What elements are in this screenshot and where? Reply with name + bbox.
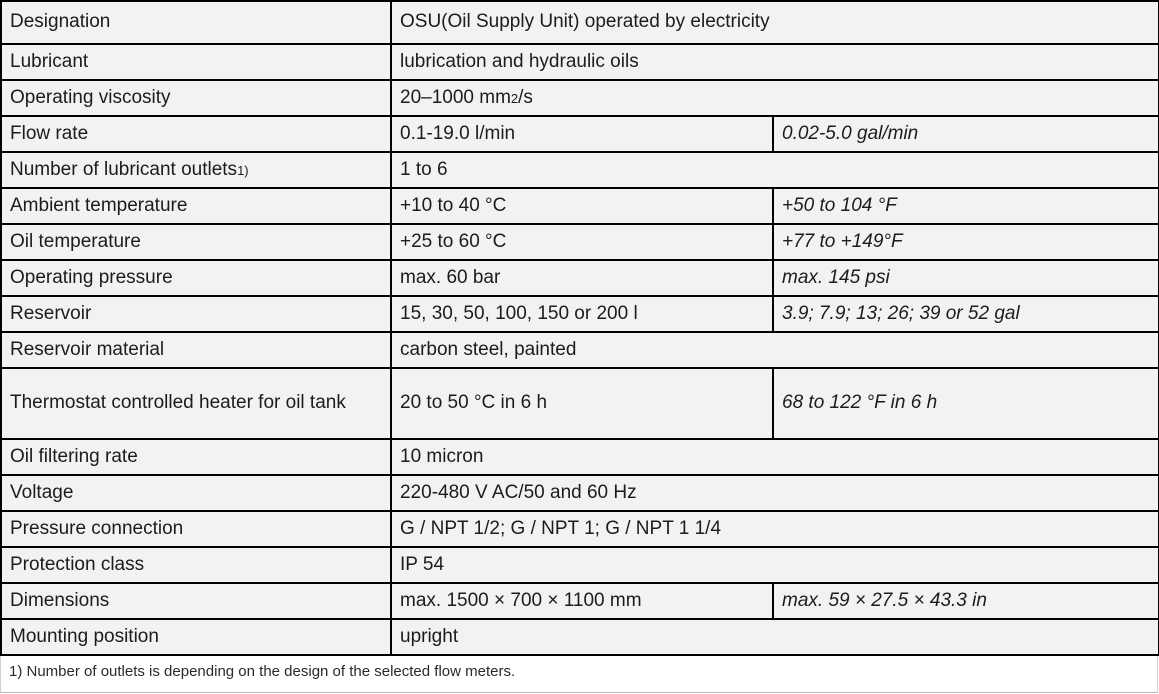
- spec-label: Voltage: [0, 474, 392, 512]
- spec-value-imperial: 68 to 122 °F in 6 h: [772, 367, 1159, 440]
- spec-label: Operating viscosity: [0, 79, 392, 117]
- table-row-protection-class: Protection class IP 54: [0, 546, 1159, 584]
- table-row-operating-pressure: Operating pressure max. 60 bar max. 145 …: [0, 259, 1159, 297]
- table-row-flow-rate: Flow rate 0.1-19.0 l/min 0.02-5.0 gal/mi…: [0, 115, 1159, 153]
- spec-value-metric: upright: [390, 618, 1159, 656]
- spec-value-metric: +25 to 60 °C: [390, 223, 774, 261]
- table-row-viscosity: Operating viscosity 20–1000 mm2/s: [0, 79, 1159, 117]
- spec-label: Protection class: [0, 546, 392, 584]
- table-footnote: 1) Number of outlets is depending on the…: [0, 656, 1158, 693]
- footnote-marker: 1): [237, 162, 249, 178]
- outlets-label: Number of lubricant outlets: [10, 158, 238, 180]
- table-row-thermostat-heater: Thermostat controlled heater for oil tan…: [0, 367, 1159, 440]
- spec-value-imperial: max. 145 psi: [772, 259, 1159, 297]
- spec-value-imperial: 0.02-5.0 gal/min: [772, 115, 1159, 153]
- product-header: OSU(Oil Supply Unit) operated by electri…: [390, 0, 1159, 45]
- spec-value-metric: 1 to 6: [390, 151, 1159, 189]
- spec-value-metric: 10 micron: [390, 438, 1159, 476]
- table-row-reservoir-material: Reservoir material carbon steel, painted: [0, 331, 1159, 369]
- table-row-lubricant: Lubricant lubrication and hydraulic oils: [0, 43, 1159, 81]
- spec-label: Pressure connection: [0, 510, 392, 548]
- spec-label: Reservoir material: [0, 331, 392, 369]
- spec-value-metric: 0.1-19.0 l/min: [390, 115, 774, 153]
- spec-value-imperial: +77 to +149°F: [772, 223, 1159, 261]
- spec-value-metric: carbon steel, painted: [390, 331, 1159, 369]
- viscosity-value-post: /s: [518, 86, 533, 108]
- table-row-mounting-position: Mounting position upright: [0, 618, 1159, 656]
- spec-value-metric: G / NPT 1/2; G / NPT 1; G / NPT 1 1/4: [390, 510, 1159, 548]
- spec-label: Ambient temperature: [0, 187, 392, 225]
- table-row-voltage: Voltage 220-480 V AC/50 and 60 Hz: [0, 474, 1159, 512]
- osu-specification-table: Designation OSU(Oil Supply Unit) operate…: [0, 0, 1159, 656]
- spec-label: Oil temperature: [0, 223, 392, 261]
- spec-value-metric: IP 54: [390, 546, 1159, 584]
- viscosity-value-pre: 20–1000 mm: [400, 86, 511, 108]
- spec-value-metric: 20 to 50 °C in 6 h: [390, 367, 774, 440]
- spec-value-metric: max. 60 bar: [390, 259, 774, 297]
- spec-label: Reservoir: [0, 295, 392, 333]
- table-row-pressure-connection: Pressure connection G / NPT 1/2; G / NPT…: [0, 510, 1159, 548]
- spec-value-metric: 220-480 V AC/50 and 60 Hz: [390, 474, 1159, 512]
- table-row-ambient-temperature: Ambient temperature +10 to 40 °C +50 to …: [0, 187, 1159, 225]
- table-row-oil-temperature: Oil temperature +25 to 60 °C +77 to +149…: [0, 223, 1159, 261]
- spec-value-metric: 20–1000 mm2/s: [390, 79, 1159, 117]
- table-row-outlets: Number of lubricant outlets1) 1 to 6: [0, 151, 1159, 189]
- spec-value-metric: 15, 30, 50, 100, 150 or 200 l: [390, 295, 774, 333]
- spec-label: Lubricant: [0, 43, 392, 81]
- spec-value-metric: lubrication and hydraulic oils: [390, 43, 1159, 81]
- table-header-row: Designation OSU(Oil Supply Unit) operate…: [0, 0, 1159, 45]
- table-row-reservoir: Reservoir 15, 30, 50, 100, 150 or 200 l …: [0, 295, 1159, 333]
- spec-label: Oil filtering rate: [0, 438, 392, 476]
- viscosity-exponent: 2: [510, 90, 519, 106]
- spec-label: Number of lubricant outlets1): [0, 151, 392, 189]
- spec-label: Dimensions: [0, 582, 392, 620]
- table-row-dimensions: Dimensions max. 1500 × 700 × 1100 mm max…: [0, 582, 1159, 620]
- spec-value-imperial: +50 to 104 °F: [772, 187, 1159, 225]
- spec-label: Operating pressure: [0, 259, 392, 297]
- designation-header: Designation: [0, 0, 392, 45]
- spec-label: Mounting position: [0, 618, 392, 656]
- spec-value-imperial: 3.9; 7.9; 13; 26; 39 or 52 gal: [772, 295, 1159, 333]
- spec-value-metric: +10 to 40 °C: [390, 187, 774, 225]
- table-row-oil-filtering-rate: Oil filtering rate 10 micron: [0, 438, 1159, 476]
- spec-value-metric: max. 1500 × 700 × 1100 mm: [390, 582, 774, 620]
- spec-label: Thermostat controlled heater for oil tan…: [0, 367, 392, 440]
- spec-label: Flow rate: [0, 115, 392, 153]
- spec-value-imperial: max. 59 × 27.5 × 43.3 in: [772, 582, 1159, 620]
